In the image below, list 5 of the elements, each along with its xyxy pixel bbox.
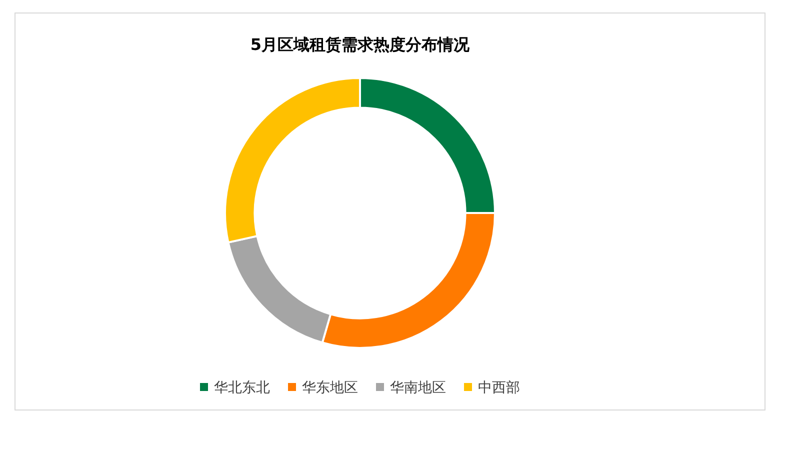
legend-label: 华北东北 <box>214 380 270 396</box>
legend-label: 华南地区 <box>390 380 446 396</box>
legend-label: 华东地区 <box>302 380 358 396</box>
chart-title: 5月区域租赁需求热度分布情况 <box>250 35 471 54</box>
legend-label: 中西部 <box>478 380 520 396</box>
